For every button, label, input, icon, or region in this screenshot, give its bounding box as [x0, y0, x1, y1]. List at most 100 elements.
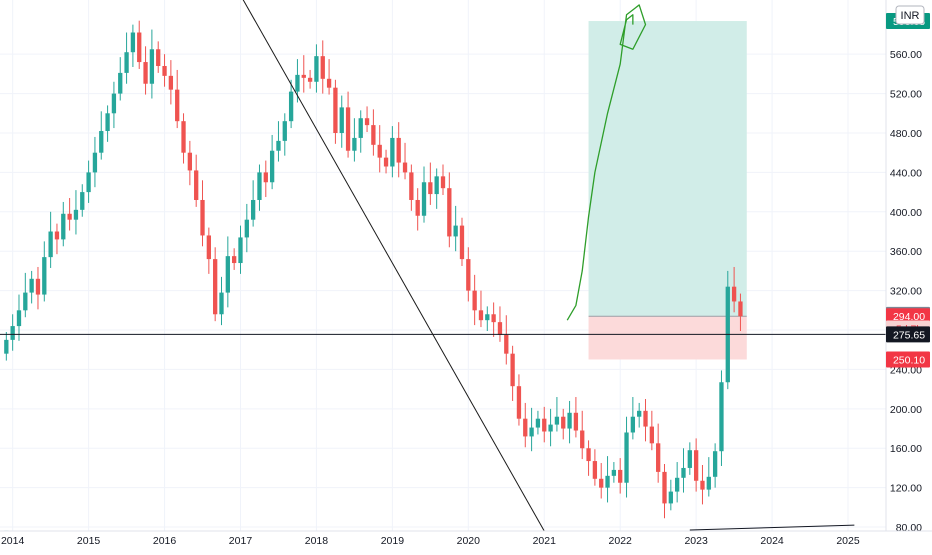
- candle: [491, 314, 495, 322]
- candle: [643, 411, 647, 427]
- time-tick-label: 2014: [1, 535, 25, 547]
- candle: [555, 417, 559, 425]
- candle: [390, 138, 394, 167]
- candle: [346, 107, 350, 150]
- currency-text: INR: [901, 10, 920, 22]
- candle: [99, 131, 103, 153]
- candle: [67, 214, 71, 220]
- target-zone[interactable]: [589, 21, 747, 316]
- candle: [428, 182, 432, 194]
- time-tick-label: 2024: [760, 535, 784, 547]
- price-tick-label: 120.00: [890, 483, 922, 495]
- candle: [612, 470, 616, 476]
- candle: [226, 256, 230, 292]
- candle: [669, 492, 673, 504]
- candle: [631, 417, 635, 433]
- candle: [732, 287, 736, 302]
- time-tick-label: 2021: [533, 535, 557, 547]
- candle: [232, 256, 236, 263]
- price-tick-label: 440.00: [890, 167, 922, 179]
- candle: [504, 335, 508, 354]
- long-position-zones[interactable]: [589, 21, 747, 359]
- candle: [61, 214, 65, 240]
- candle: [29, 279, 33, 293]
- candle: [308, 78, 312, 82]
- candle: [270, 151, 274, 183]
- candle: [200, 200, 204, 235]
- candle: [517, 386, 521, 419]
- price-tick-label: 560.00: [890, 49, 922, 61]
- candle: [523, 419, 527, 437]
- time-tick-label: 2015: [77, 535, 101, 547]
- drawings[interactable]: [0, 0, 886, 531]
- candle: [302, 75, 306, 78]
- candle: [93, 153, 97, 173]
- candle: [688, 450, 692, 468]
- price-tick-label: 160.00: [890, 443, 922, 455]
- price-tick-label: 320.00: [890, 286, 922, 298]
- candle: [17, 310, 21, 326]
- candle: [131, 33, 135, 53]
- candle: [586, 448, 590, 461]
- candle: [238, 237, 242, 263]
- candle: [485, 314, 489, 320]
- candle: [314, 56, 318, 82]
- candle: [283, 121, 287, 141]
- stop-zone[interactable]: [589, 316, 747, 359]
- candle: [650, 427, 654, 444]
- candle: [327, 79, 331, 88]
- price-tick-label: 200.00: [890, 404, 922, 416]
- candle: [561, 417, 565, 429]
- candle: [466, 259, 470, 291]
- price-axis[interactable]: 80.00120.00160.00200.00240.00280.00320.0…: [886, 0, 932, 534]
- price-tick-label: 520.00: [890, 89, 922, 101]
- time-tick-label: 2025: [836, 535, 860, 547]
- candle: [738, 301, 742, 316]
- grid: [0, 0, 886, 531]
- candle: [409, 172, 413, 200]
- candle: [289, 92, 293, 122]
- candle: [624, 432, 628, 482]
- time-tick-label: 2016: [153, 535, 177, 547]
- currency-label[interactable]: INR: [896, 6, 924, 24]
- candle: [105, 113, 109, 131]
- candle: [397, 138, 401, 163]
- price-label-line: 275.65: [893, 329, 925, 341]
- candle: [42, 257, 46, 294]
- candle: [175, 90, 179, 122]
- candle: [719, 382, 723, 451]
- candle: [694, 450, 698, 481]
- candle: [11, 326, 15, 340]
- candle: [536, 419, 540, 428]
- candle: [276, 141, 280, 151]
- candle: [257, 172, 261, 200]
- candle: [194, 170, 198, 200]
- candle: [675, 478, 679, 492]
- candle: [403, 163, 407, 173]
- candle: [359, 118, 363, 138]
- candle: [593, 461, 597, 479]
- candle: [333, 88, 337, 133]
- candle: [454, 226, 458, 237]
- candle: [472, 291, 476, 311]
- candle: [422, 182, 426, 215]
- candle: [181, 121, 185, 153]
- candle: [662, 472, 666, 504]
- candle: [207, 235, 211, 259]
- candle: [124, 52, 128, 73]
- candle: [567, 413, 571, 429]
- candle: [213, 259, 217, 314]
- price-label-stop: 250.10: [893, 354, 925, 366]
- candle: [23, 293, 27, 311]
- candle: [580, 431, 584, 449]
- price-tick-label: 400.00: [890, 207, 922, 219]
- candle: [681, 468, 685, 478]
- candle: [510, 354, 514, 387]
- candle: [264, 172, 268, 182]
- candle: [251, 200, 255, 220]
- time-tick-label: 2018: [305, 535, 329, 547]
- time-tick-label: 2019: [381, 535, 405, 547]
